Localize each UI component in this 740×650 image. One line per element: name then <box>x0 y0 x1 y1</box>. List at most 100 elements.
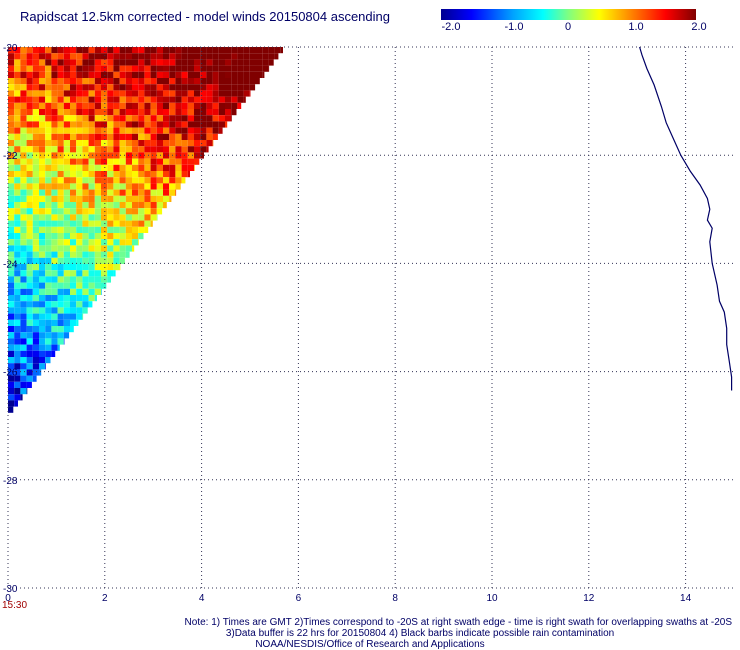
swath-cell <box>26 164 33 171</box>
swath-cell <box>70 152 77 159</box>
swath-cell <box>57 202 64 209</box>
swath-cell <box>82 251 89 258</box>
swath-cell <box>57 233 64 240</box>
swath-cell <box>20 208 27 215</box>
swath-cell <box>181 102 188 109</box>
swath-cell <box>45 245 52 252</box>
swath-cell <box>88 251 95 258</box>
swath-cell <box>107 264 114 271</box>
swath-cell <box>113 115 120 122</box>
swath-cell <box>82 71 89 78</box>
swath-cell <box>45 90 52 97</box>
swath-cell <box>150 53 157 60</box>
swath-cell <box>70 158 77 165</box>
swath-cell <box>187 115 194 122</box>
swath-cell <box>144 102 151 109</box>
swath-cell <box>119 152 126 159</box>
swath-cell <box>20 59 27 66</box>
swath-cell <box>119 171 126 178</box>
swath-cell <box>200 146 207 153</box>
swath-cell <box>243 47 250 54</box>
swath-cell <box>32 158 39 165</box>
swath-cell <box>14 152 21 159</box>
swath-cell <box>63 338 65 345</box>
swath-cell <box>212 84 219 91</box>
swath-cell <box>63 282 70 289</box>
swath-cell <box>8 288 15 295</box>
swath-cell <box>20 133 27 140</box>
swath-cell <box>70 47 77 54</box>
swath-cell <box>70 270 77 277</box>
swath-cell <box>169 90 176 97</box>
swath-cell <box>45 264 52 271</box>
swath-cell <box>125 133 132 140</box>
swath-cell <box>14 140 21 147</box>
swath-cell <box>144 146 151 153</box>
swath-cell <box>144 71 151 78</box>
swath-cell <box>82 84 89 91</box>
swath-cell <box>175 53 182 60</box>
swath-cell <box>76 208 83 215</box>
swath-cell <box>150 177 157 184</box>
swath-cell <box>39 133 46 140</box>
swath-cell <box>200 102 207 109</box>
swath-cell <box>26 245 33 252</box>
swath-cell <box>156 189 163 196</box>
swath-cell <box>70 257 77 264</box>
swath-cell <box>169 109 176 116</box>
swath-cell <box>150 208 157 215</box>
swath-cell <box>14 251 21 258</box>
swath-cell <box>88 102 95 109</box>
swath-cell <box>70 115 77 122</box>
swath-cell <box>51 220 58 227</box>
x-tick-label: 4 <box>199 593 205 604</box>
swath-cell <box>132 146 139 153</box>
swath-cell <box>57 59 64 66</box>
swath-cell <box>249 84 256 91</box>
x-tick-label: 6 <box>296 593 302 604</box>
swath-cell <box>107 226 114 233</box>
swath-cell <box>70 202 77 209</box>
swath-cell <box>70 140 77 147</box>
swath-cell <box>163 47 170 54</box>
swath-cell <box>82 233 89 240</box>
swath-cell <box>14 344 21 351</box>
swath-cell <box>51 164 58 171</box>
swath-cell <box>14 257 21 264</box>
swath-cell <box>218 127 223 134</box>
swath-cell <box>57 47 64 54</box>
swath-cell <box>82 96 89 103</box>
swath-cell <box>125 146 132 153</box>
swath-cell <box>200 47 207 54</box>
swath-cell <box>218 90 225 97</box>
swath-cell <box>45 47 52 54</box>
swath-cell <box>144 214 151 221</box>
swath-cell <box>57 276 64 283</box>
swath-cell <box>26 71 33 78</box>
swath-cell <box>218 84 225 91</box>
colorbar-label-neg1: -1.0 <box>504 21 524 33</box>
swath-cell <box>76 115 83 122</box>
swath-cell <box>94 257 101 264</box>
swath-cell <box>237 53 244 60</box>
swath-cell <box>119 133 126 140</box>
swath-cell <box>237 96 244 103</box>
swath-cell <box>237 71 244 78</box>
swath-cell <box>20 288 27 295</box>
swath-cell <box>107 183 114 190</box>
swath-cell <box>187 96 194 103</box>
swath-cell <box>125 90 132 97</box>
swath-cell <box>39 357 46 364</box>
swath-cell <box>8 338 15 345</box>
swath-cell <box>70 109 77 116</box>
swath-cell <box>8 326 15 333</box>
swath-cell <box>45 59 52 66</box>
swath-cell <box>181 71 188 78</box>
swath-cell <box>8 65 15 72</box>
swath-cell <box>138 90 145 97</box>
swath-cell <box>101 140 108 147</box>
swath-cell <box>94 220 101 227</box>
swath-cell <box>88 264 95 271</box>
swath-cell <box>169 59 176 66</box>
swath-cell <box>57 115 64 122</box>
